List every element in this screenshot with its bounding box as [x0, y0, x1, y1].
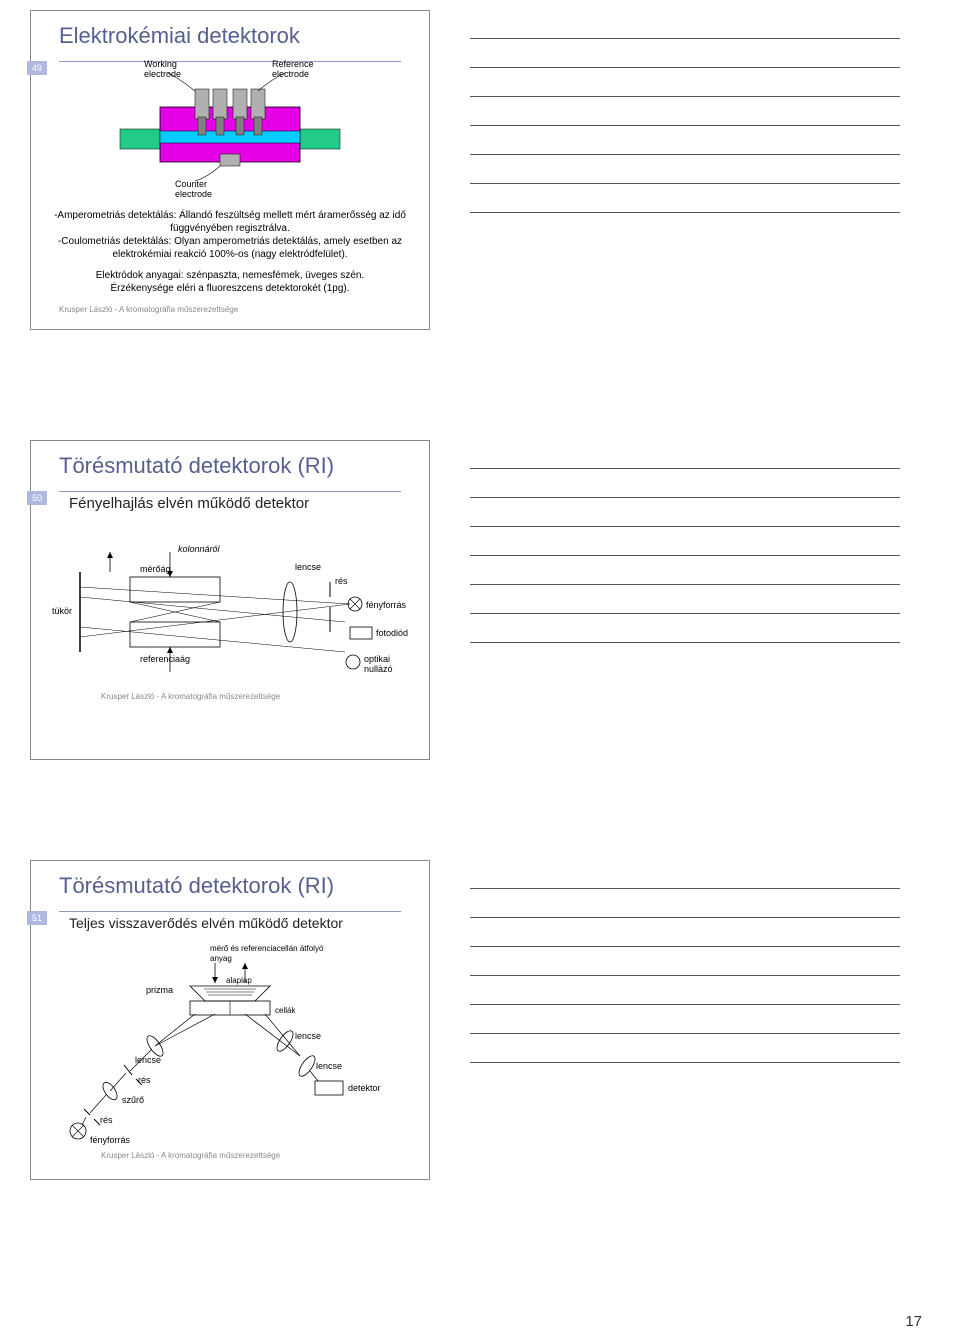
- svg-text:electrode: electrode: [175, 189, 212, 199]
- slide-subtext: Teljes visszaverődés elvén működő detekt…: [31, 909, 429, 933]
- label-cellak: cellák: [275, 1006, 296, 1015]
- label-lencse-left: lencse: [135, 1055, 161, 1065]
- notes-area: [440, 430, 920, 780]
- slide-50: Törésmutató detektorok (RI) 50 Fényelhaj…: [30, 440, 430, 760]
- title-underline: [59, 491, 401, 492]
- body-line: -Amperometriás detektálás: Állandó feszü…: [41, 209, 419, 235]
- label-detektor: detektor: [348, 1083, 381, 1093]
- svg-text:electrode: electrode: [144, 69, 181, 79]
- body-line: Érzékenysége eléri a fluoreszcens detekt…: [41, 282, 419, 295]
- page-number: 17: [905, 1313, 922, 1330]
- label-kolonnarol: kolonnáról: [178, 544, 221, 554]
- slide-title: Törésmutató detektorok (RI): [31, 861, 429, 909]
- slide-badge: 50: [27, 491, 47, 505]
- label-prizma: prizma: [146, 985, 173, 995]
- label-alaplap: alaplap: [226, 976, 252, 985]
- label-tukor: tükör: [52, 606, 72, 616]
- label-res-left: rés: [138, 1075, 151, 1085]
- slide-subtext: Fényelhajlás elvén működő detektor: [31, 489, 429, 514]
- title-underline: [59, 911, 401, 912]
- slide-51: Törésmutató detektorok (RI) 51 Teljes vi…: [30, 860, 430, 1180]
- label-lencse-right1: lencse: [295, 1031, 321, 1041]
- slide-badge: 51: [27, 911, 47, 925]
- label-lencse: lencse: [295, 562, 321, 572]
- notes-area: [440, 0, 920, 360]
- slide-49: Elektrokémiai detektorok 49: [30, 10, 430, 330]
- electrochemical-diagram: Working electrode Reference electrode Co…: [100, 59, 360, 199]
- slide-title: Törésmutató detektorok (RI): [31, 441, 429, 489]
- slide-body: -Amperometriás detektálás: Állandó feszü…: [31, 205, 429, 301]
- body-line: Elektródok anyagai: szénpaszta, nemesfém…: [41, 269, 419, 282]
- body-line: -Coulometriás detektálás: Olyan amperome…: [41, 235, 419, 261]
- slide-badge: 49: [27, 61, 47, 75]
- label-res-bottom: rés: [100, 1115, 113, 1125]
- slide-title: Elektrokémiai detektorok: [31, 11, 429, 59]
- label-working: Working: [144, 59, 177, 69]
- label-fenyforras: fényforrás: [90, 1135, 131, 1145]
- label-counter: Counter: [175, 179, 207, 189]
- notes-area: [440, 850, 920, 1200]
- ri-refraction-diagram: kolonnáról lencse rés mérőág tükör fényf…: [50, 522, 410, 682]
- slide-footer: Krusper László - A kromatográfia műszere…: [31, 1147, 429, 1166]
- label-reference: Reference: [272, 59, 314, 69]
- svg-text:anyag: anyag: [210, 954, 232, 963]
- label-optikai1: optikai: [364, 654, 390, 664]
- ri-total-reflection-diagram: mérő és referenciacellán átfolyó anyag a…: [60, 941, 400, 1141]
- label-meroag: mérőág: [140, 564, 171, 574]
- label-optikai2: nullázó: [364, 664, 393, 674]
- label-fenyforras: fényforrás: [366, 600, 407, 610]
- label-lencse-right2: lencse: [316, 1061, 342, 1071]
- label-res: rés: [335, 576, 348, 586]
- label-fotodiod: fotodiód: [376, 628, 408, 638]
- label-mero-ref: mérő és referenciacellán átfolyó: [210, 944, 324, 953]
- label-referenciaag: referenciaág: [140, 654, 190, 664]
- slide-footer: Krusper László - A kromatográfia műszere…: [31, 301, 429, 320]
- svg-text:electrode: electrode: [272, 69, 309, 79]
- label-szuro: szűrő: [122, 1095, 144, 1105]
